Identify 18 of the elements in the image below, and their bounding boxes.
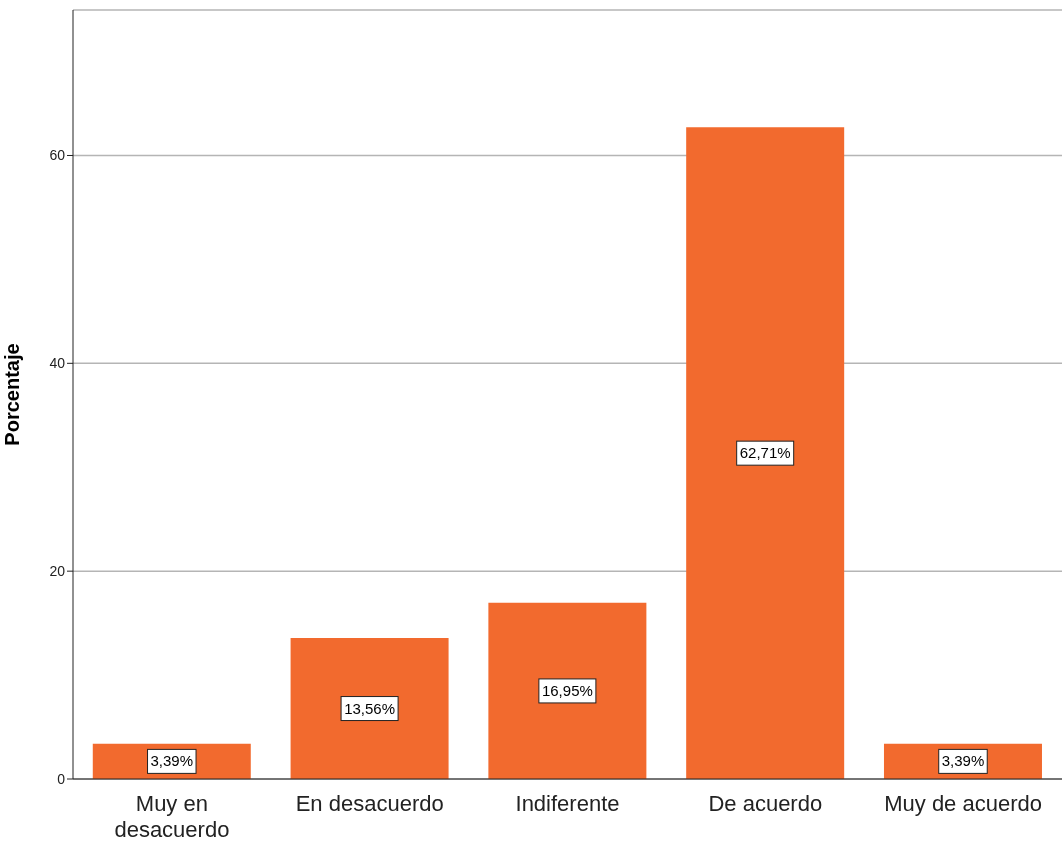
x-tick-label: Muy en desacuerdo <box>114 791 230 842</box>
y-tick-label: 60 <box>49 147 66 164</box>
bar <box>290 638 449 779</box>
y-tick-label: 0 <box>57 770 66 787</box>
data-label: 3,39% <box>941 752 985 770</box>
data-label: 13,56% <box>344 699 396 717</box>
y-axis-title: Porcentaje <box>1 343 24 446</box>
data-label: 16,95% <box>541 681 593 699</box>
bar <box>686 127 845 779</box>
data-label: 3,39% <box>150 752 194 770</box>
x-tick-label: En desacuerdo <box>295 791 444 816</box>
x-tick-label: Muy de acuerdo <box>884 791 1042 816</box>
x-tick-label: De acuerdo <box>708 791 823 816</box>
y-tick-label: 40 <box>49 355 66 372</box>
bar <box>488 602 647 779</box>
data-label: 62,71% <box>739 444 791 462</box>
y-tick-label: 20 <box>49 563 66 580</box>
x-tick-label: Indiferente <box>515 791 620 816</box>
